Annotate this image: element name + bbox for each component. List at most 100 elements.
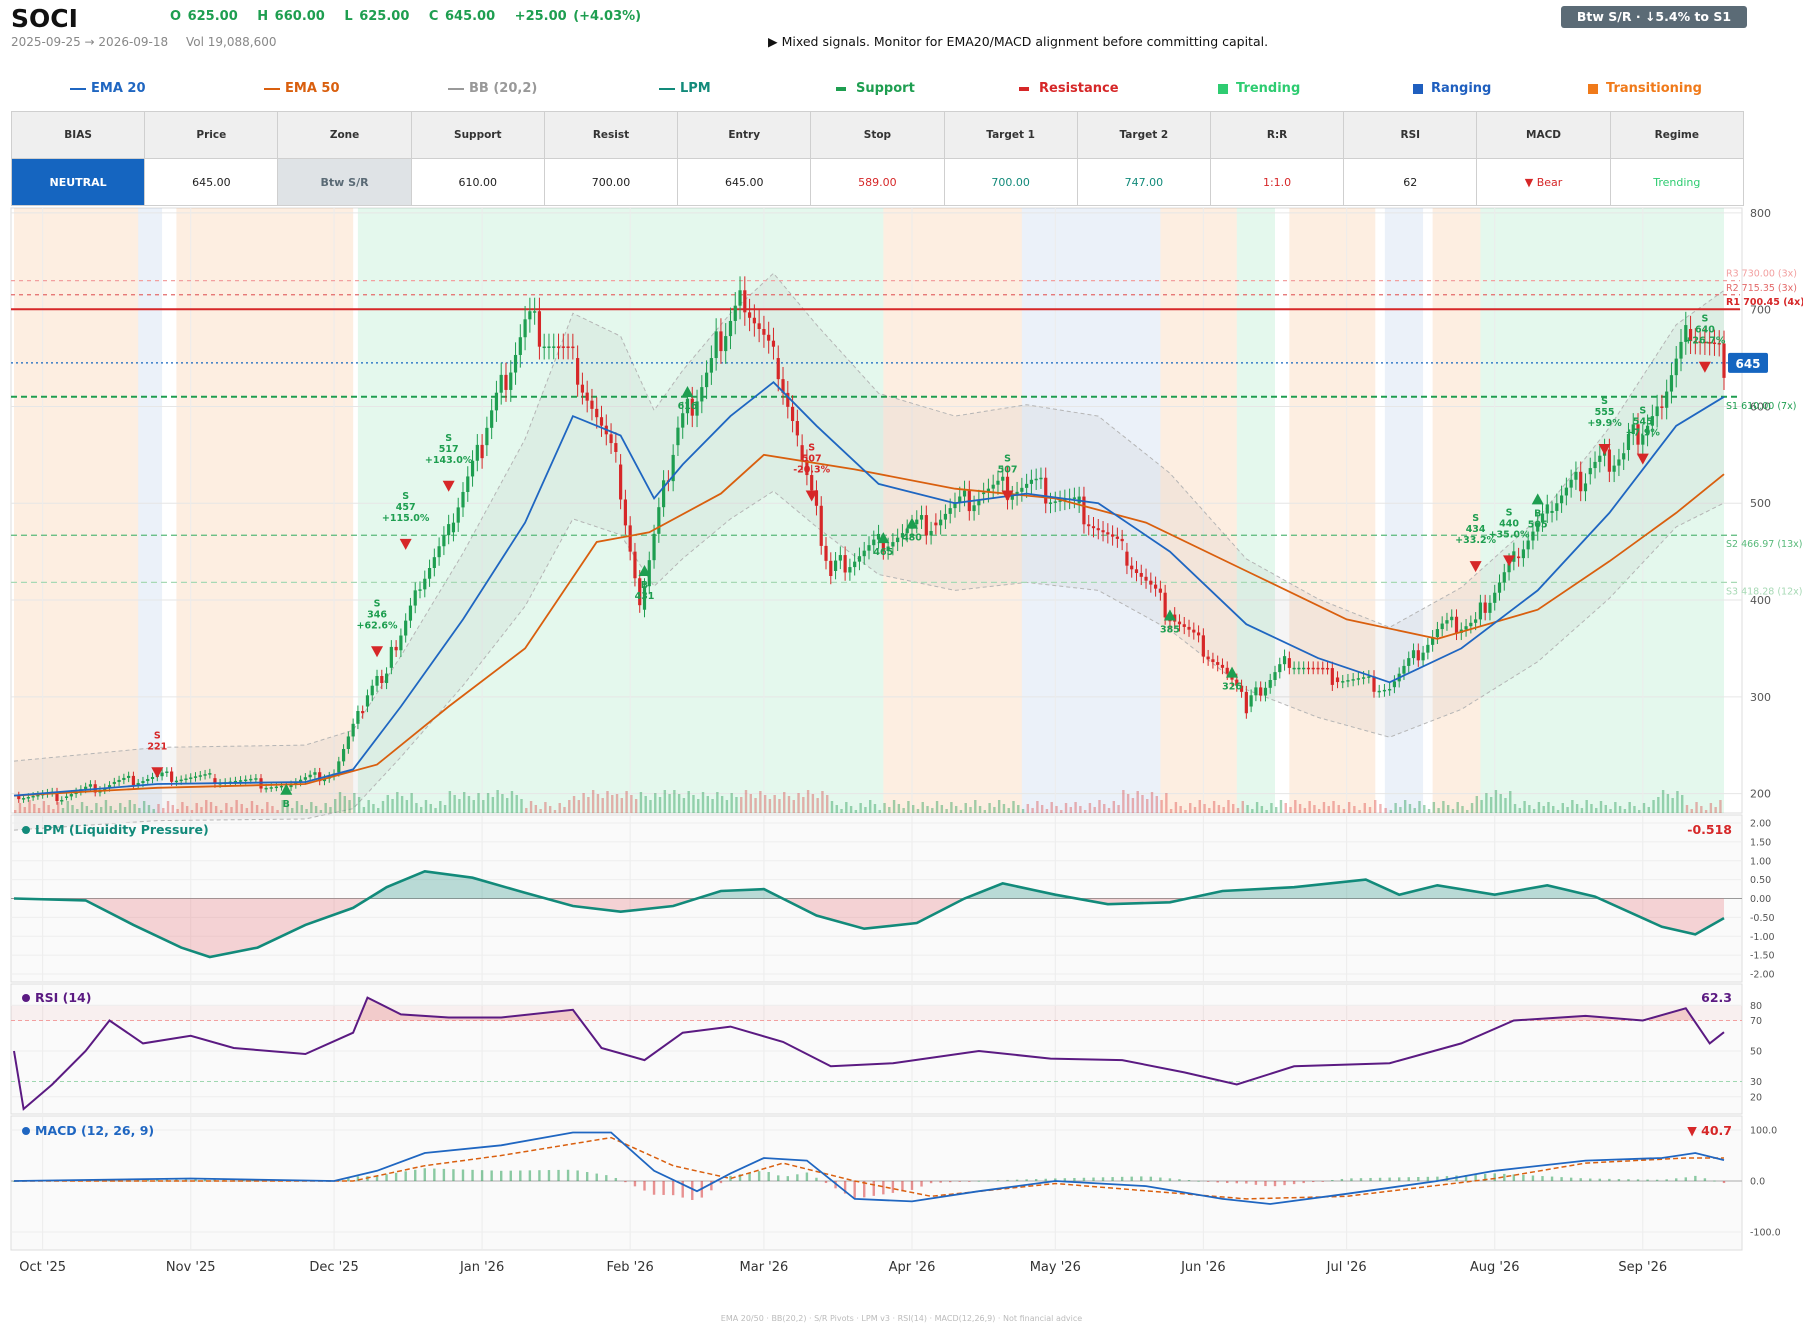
signal-label-line: 616 [678, 401, 698, 412]
candle-body [1545, 504, 1549, 514]
candle-body [724, 336, 728, 352]
volume-bar [52, 809, 55, 813]
volume-bar [1169, 809, 1173, 813]
volume-bar [587, 797, 590, 813]
candle-body [174, 780, 179, 783]
price-tick-label: 200 [1750, 788, 1771, 801]
buy-signal-marker [681, 385, 694, 397]
volume-bar [754, 798, 757, 813]
volume-bar [1021, 809, 1025, 813]
volume-bar [849, 806, 853, 813]
macd-histogram-bar [1493, 1173, 1496, 1181]
candle-body [1356, 678, 1360, 680]
legend-item-transitioning: Transitioning [1588, 81, 1702, 96]
macd-histogram-bar [1120, 1176, 1124, 1181]
candle-body [1478, 602, 1482, 620]
volume-bar [668, 794, 671, 813]
volume-bar [410, 793, 413, 813]
candle-body [891, 542, 895, 547]
volume-bar [950, 802, 953, 813]
candle-body [69, 794, 73, 797]
candle-body [17, 795, 21, 800]
candle-body [1688, 329, 1693, 342]
volume-bar [1561, 803, 1564, 813]
bollinger-upper [13, 272, 1725, 762]
volume-bar [472, 800, 475, 813]
candle-body [117, 779, 121, 782]
candle-body [896, 537, 900, 543]
macd-histogram-bar [509, 1170, 512, 1181]
candle-body [249, 778, 253, 781]
volume-bar [1251, 809, 1254, 813]
candle-body [547, 346, 551, 348]
candle-body [996, 480, 1000, 485]
volume-bar [1719, 800, 1722, 813]
macd-histogram-bar [748, 1172, 751, 1181]
legend-item-trending: Trending [1218, 81, 1300, 96]
stats-header-price: Price [144, 111, 279, 159]
candle-body [1163, 592, 1167, 618]
volume-bar [271, 806, 274, 813]
signal-label-line: S [1472, 513, 1479, 524]
volume-bar [520, 799, 523, 813]
buy-signal-marker [638, 565, 651, 577]
volume-bar [1379, 804, 1382, 813]
macd-histogram-bar [1598, 1178, 1602, 1181]
sr-levels: R3 730.00 (3x) R2 715.35 (3x) R1 700.45 (4… [11, 269, 1803, 597]
macd-histogram-bar [1627, 1179, 1630, 1181]
signal-label: S 640 +26.7% [1684, 314, 1725, 347]
macd-histogram-bar [1579, 1178, 1582, 1181]
macd-histogram-bar [1378, 1177, 1382, 1181]
candle-body [762, 329, 766, 335]
volume-bar [697, 799, 700, 813]
macd-title: MACD (12, 26, 9) [35, 1123, 154, 1138]
macd-histogram-bar [1675, 1178, 1678, 1181]
volume-bar [993, 807, 996, 813]
legend-swatch [70, 87, 86, 90]
x-tick-label: Dec '25 [309, 1260, 358, 1275]
candle-body [1235, 679, 1239, 686]
macd-histogram-bar [949, 1181, 952, 1183]
volume-bar [1623, 809, 1627, 813]
volume-bar [1227, 800, 1230, 813]
candle-body [1010, 495, 1014, 500]
volume-bar [195, 803, 198, 813]
signal-label-line: 431 [635, 591, 655, 602]
volume-bar [1313, 805, 1316, 813]
candle-body [1402, 665, 1406, 674]
candle-body [1192, 629, 1196, 633]
candle-body [1278, 664, 1282, 673]
candle-body [470, 460, 475, 477]
candle-body [619, 464, 623, 500]
volume-bar [1509, 791, 1512, 813]
candle-body [313, 772, 317, 775]
volume-bar [1384, 808, 1387, 813]
legend-label: EMA 50 [285, 81, 340, 96]
volume-bar [1322, 802, 1326, 813]
macd-histogram-bar [1608, 1178, 1611, 1181]
candle-body [1297, 667, 1301, 670]
volume-bar [701, 792, 705, 813]
candle-body [1173, 614, 1177, 622]
volume-bar [1709, 803, 1713, 813]
candle-body [642, 586, 647, 610]
volume-bar [80, 802, 84, 813]
candle-body [1526, 540, 1530, 550]
stats-header-bias: BIAS [10, 111, 146, 159]
signal-label-line: B [1534, 508, 1541, 519]
volume-bar [725, 800, 729, 813]
candle-body [1244, 691, 1248, 714]
sell-signal-marker [1469, 561, 1482, 573]
macd-histogram-bar [977, 1180, 981, 1182]
candle-body [289, 784, 293, 788]
volume-bar [1160, 800, 1163, 813]
candle-body [566, 346, 570, 348]
volume-bar [677, 794, 681, 813]
rsi-tick-label: 30 [1750, 1077, 1762, 1088]
lpm-tick-label: -1.50 [1750, 951, 1775, 962]
signal-label-line: 221 [147, 741, 167, 752]
volume-bar [1165, 793, 1168, 813]
stats-value-zone: Btw S/R [277, 158, 412, 206]
volume-bar [1112, 801, 1116, 813]
